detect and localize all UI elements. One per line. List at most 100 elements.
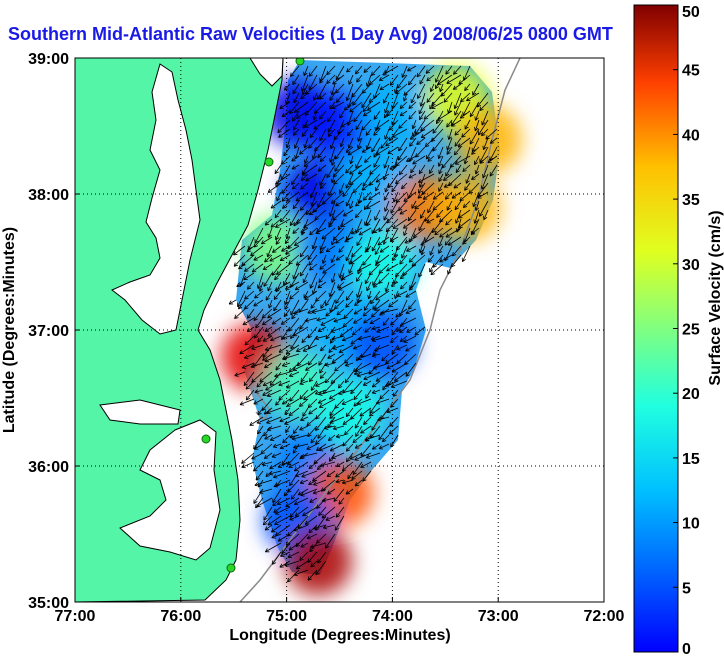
velocity-arrow xyxy=(411,200,417,209)
velocity-arrow xyxy=(300,182,309,190)
velocity-arrow xyxy=(284,416,300,425)
velocity-arrow xyxy=(281,452,291,466)
velocity-arrow xyxy=(429,245,435,256)
velocity-arrow xyxy=(481,128,489,137)
velocity-arrow xyxy=(344,371,354,384)
colorbar-tick-label: 0 xyxy=(682,641,691,658)
velocity-arrow xyxy=(401,65,408,78)
velocity-arrow xyxy=(262,344,273,358)
velocity-arrow xyxy=(377,236,390,246)
velocity-arrow xyxy=(474,119,480,132)
velocity-arrow xyxy=(378,425,390,441)
velocity-arrow xyxy=(405,344,417,352)
velocity-arrow xyxy=(398,119,408,129)
velocity-arrow xyxy=(406,155,417,162)
velocity-arrow xyxy=(244,263,255,272)
velocity-arrow xyxy=(349,164,363,175)
velocity-arrow xyxy=(353,389,363,401)
velocity-arrow xyxy=(245,380,255,390)
velocity-arrow xyxy=(320,317,336,326)
velocity-arrow xyxy=(309,263,318,271)
velocity-arrow xyxy=(373,146,381,158)
speed-sample xyxy=(305,92,374,160)
speed-sample xyxy=(337,146,406,215)
velocity-arrow xyxy=(354,443,363,449)
velocity-arrow xyxy=(310,542,327,549)
velocity-arrow xyxy=(363,416,372,425)
velocity-arrow xyxy=(405,308,417,315)
velocity-arrow xyxy=(302,344,318,352)
colorbar-tick-label: 40 xyxy=(682,127,700,144)
velocity-arrow xyxy=(279,443,291,450)
velocity-arrow xyxy=(244,290,255,300)
velocity-arrow xyxy=(338,281,354,291)
velocity-arrow xyxy=(427,155,435,162)
velocity-arrow xyxy=(307,425,318,437)
velocity-arrow xyxy=(474,110,480,121)
velocity-arrow xyxy=(274,281,291,292)
velocity-arrow xyxy=(362,380,372,386)
velocity-arrow xyxy=(318,398,336,408)
velocity-arrow xyxy=(267,227,273,238)
velocity-arrow xyxy=(284,560,300,567)
colorbar-tick-label: 25 xyxy=(682,322,700,339)
velocity-arrow xyxy=(335,83,345,94)
velocity-arrow xyxy=(319,263,327,270)
velocity-arrow xyxy=(317,146,327,159)
velocity-arrow xyxy=(309,128,318,139)
velocity-arrow xyxy=(335,290,345,304)
velocity-arrow xyxy=(387,146,399,155)
velocity-arrow xyxy=(410,92,417,104)
velocity-arrow xyxy=(269,434,282,441)
velocity-arrow xyxy=(281,182,291,194)
velocity-arrow xyxy=(342,416,354,426)
velocity-arrow xyxy=(238,299,246,310)
velocity-arrow xyxy=(431,101,444,109)
velocity-arrow xyxy=(446,146,453,155)
velocity-arrow xyxy=(311,236,318,250)
velocity-arrow xyxy=(459,191,471,202)
velocity-arrow xyxy=(410,164,417,174)
velocity-arrow xyxy=(418,164,426,175)
velocity-arrow xyxy=(243,353,255,359)
velocity-arrow xyxy=(419,92,426,107)
velocity-arrow xyxy=(360,461,372,468)
velocity-arrow xyxy=(308,137,318,149)
velocity-arrow xyxy=(461,245,471,262)
velocity-arrow xyxy=(292,326,309,337)
velocity-arrow xyxy=(402,92,408,102)
velocity-arrow xyxy=(345,245,354,262)
velocity-arrow xyxy=(320,344,327,352)
velocity-arrow xyxy=(411,128,417,137)
velocity-arrow xyxy=(316,317,327,322)
velocity-arrow xyxy=(304,515,318,525)
velocity-arrow xyxy=(319,182,327,189)
velocity-arrow xyxy=(270,218,282,228)
velocity-arrow xyxy=(298,398,309,407)
speed-sample xyxy=(294,214,363,283)
velocity-arrow xyxy=(436,110,453,121)
velocity-arrow xyxy=(344,362,354,367)
velocity-arrow xyxy=(233,254,246,267)
velocity-arrow xyxy=(445,164,453,177)
velocity-arrow xyxy=(454,101,462,116)
velocity-arrow xyxy=(271,317,282,325)
velocity-arrow xyxy=(278,128,291,138)
velocity-arrow xyxy=(325,245,336,252)
velocity-arrow xyxy=(418,218,426,231)
velocity-arrow xyxy=(479,200,489,217)
velocity-arrow xyxy=(361,146,372,153)
velocity-arrow xyxy=(405,362,417,377)
grid-lines xyxy=(75,58,604,602)
velocity-arrow xyxy=(274,272,282,281)
velocity-arrow xyxy=(266,407,282,415)
velocity-arrow xyxy=(432,191,444,200)
velocity-arrow xyxy=(330,254,336,264)
chesapeake-bay xyxy=(111,63,201,335)
velocity-arrow xyxy=(390,281,399,287)
velocity-arrow xyxy=(366,200,381,210)
velocity-arrow xyxy=(312,488,327,495)
velocity-arrow xyxy=(344,353,354,364)
velocity-arrow xyxy=(419,74,426,85)
velocity-arrow xyxy=(290,335,300,350)
